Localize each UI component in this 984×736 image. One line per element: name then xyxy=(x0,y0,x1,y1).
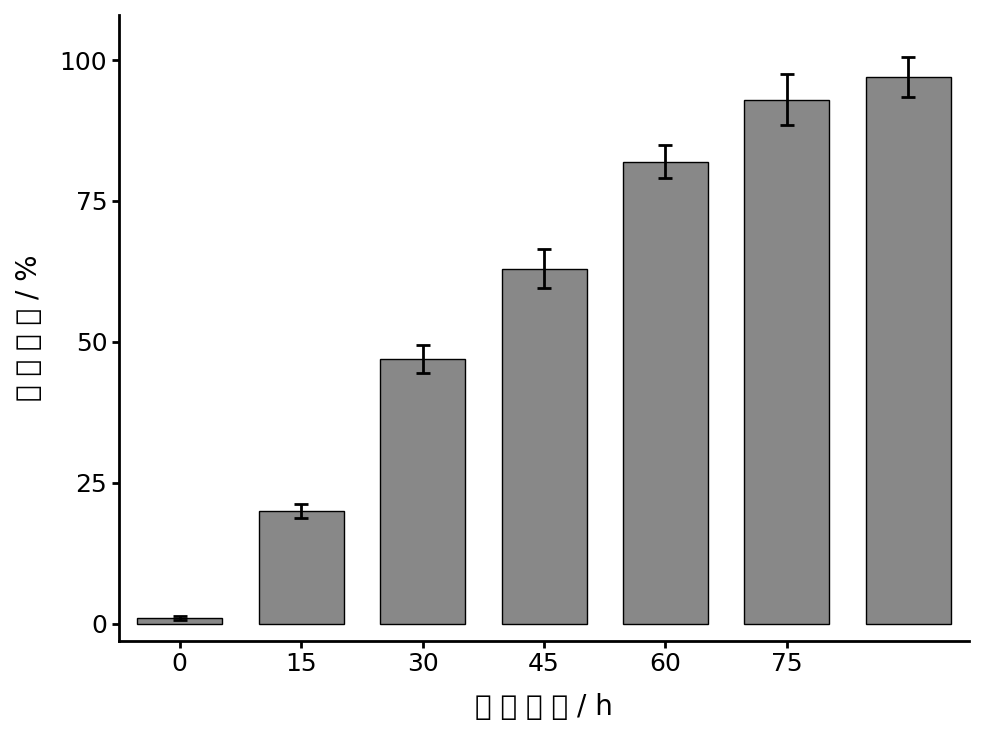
Bar xyxy=(502,269,586,623)
X-axis label: 水 解 时 间 / h: 水 解 时 间 / h xyxy=(475,693,613,721)
Bar xyxy=(623,161,707,623)
Bar xyxy=(259,511,343,623)
Bar xyxy=(138,618,222,623)
Bar xyxy=(866,77,951,623)
Bar xyxy=(380,358,465,623)
Bar xyxy=(744,99,830,623)
Y-axis label: 水 解 效 率 / %: 水 解 效 率 / % xyxy=(15,255,43,401)
